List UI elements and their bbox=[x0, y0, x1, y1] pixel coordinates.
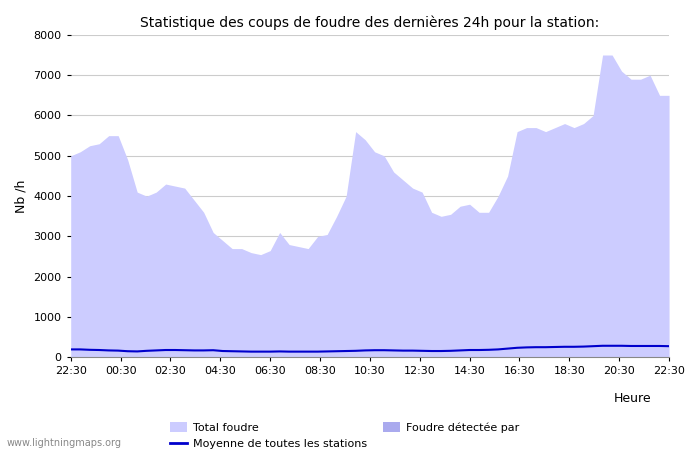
Title: Statistique des coups de foudre des dernières 24h pour la station:: Statistique des coups de foudre des dern… bbox=[140, 15, 599, 30]
Text: www.lightningmaps.org: www.lightningmaps.org bbox=[7, 438, 122, 448]
Text: Heure: Heure bbox=[613, 392, 651, 405]
Y-axis label: Nb /h: Nb /h bbox=[15, 180, 28, 213]
Legend: Total foudre, Moyenne de toutes les stations, Foudre détectée par: Total foudre, Moyenne de toutes les stat… bbox=[166, 418, 524, 450]
